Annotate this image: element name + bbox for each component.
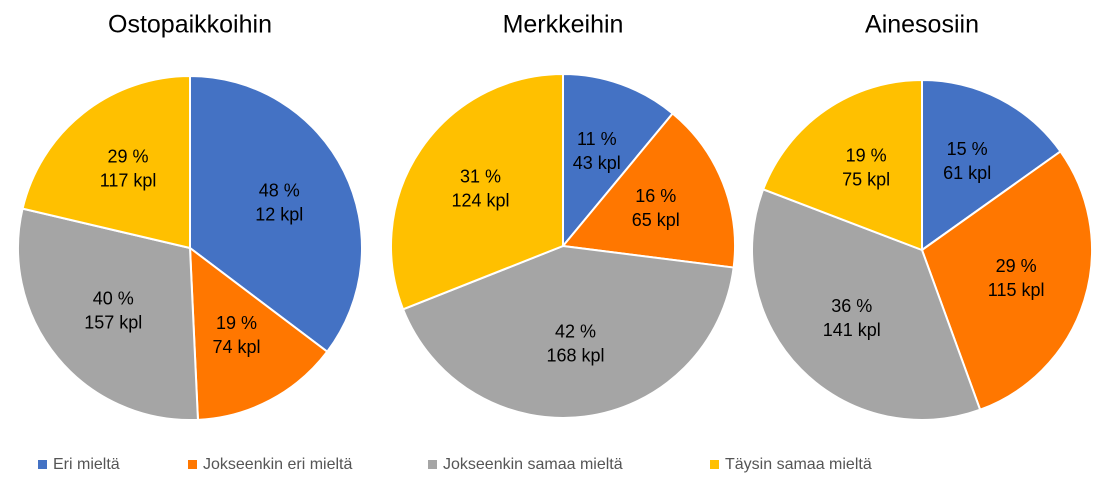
chart-title: Merkkeihin: [503, 11, 624, 39]
pie-slice: [21, 74, 191, 250]
legend-swatch: [428, 460, 437, 469]
legend-swatch: [38, 460, 47, 469]
slice-percent-label: 42 %: [555, 322, 596, 342]
slice-percent-label: 19 %: [216, 313, 257, 333]
legend-label: Jokseenkin samaa mieltä: [443, 456, 623, 473]
slice-count-label: 124 kpl: [451, 191, 509, 211]
pie-slice: [17, 207, 199, 421]
slice-count-label: 65 kpl: [632, 210, 680, 230]
slice-count-label: 168 kpl: [546, 346, 604, 366]
pie-slice: [561, 112, 736, 269]
legend-label: Jokseenkin eri mieltä: [203, 456, 353, 473]
slice-percent-label: 40 %: [93, 288, 134, 308]
slice-percent-label: 29 %: [996, 256, 1037, 276]
slice-percent-label: 31 %: [460, 167, 501, 187]
slice-percent-label: 16 %: [635, 186, 676, 206]
slice-count-label: 157 kpl: [84, 312, 142, 332]
slice-count-label: 43 kpl: [573, 153, 621, 173]
pie-slice: [189, 74, 363, 354]
slice-count-label: 117 kpl: [100, 171, 157, 191]
pie-slice: [751, 188, 982, 421]
legend-swatch: [710, 460, 719, 469]
chart-title: Ainesosiin: [865, 11, 979, 39]
slice-percent-label: 15 %: [947, 139, 988, 159]
slice-count-label: 115 kpl: [988, 280, 1045, 300]
chart-title: Ostopaikkoihin: [108, 11, 272, 39]
legend-label: Eri mieltä: [53, 456, 120, 473]
pie-slice: [761, 78, 923, 252]
slice-percent-label: 19 %: [846, 146, 887, 166]
pie-slice: [920, 149, 1093, 412]
slice-count-label: 75 kpl: [842, 170, 890, 190]
pie-slice: [562, 72, 675, 249]
slice-percent-label: 11 %: [577, 129, 617, 149]
slice-percent-label: 29 %: [108, 147, 149, 167]
pie-slice: [390, 72, 564, 311]
slice-count-label: 74 kpl: [212, 337, 260, 357]
slice-count-label: 141 kpl: [823, 320, 881, 340]
pie-slice: [921, 78, 1062, 252]
slice-percent-label: 48 %: [259, 180, 300, 200]
pie-slice: [401, 244, 735, 420]
slice-count-label: 12 kpl: [255, 204, 303, 224]
pie-slice: [188, 245, 329, 421]
legend-swatch: [188, 460, 197, 469]
slice-count-label: 61 kpl: [943, 163, 991, 183]
slice-percent-label: 36 %: [831, 296, 872, 316]
legend-label: Täysin samaa mieltä: [725, 456, 872, 473]
